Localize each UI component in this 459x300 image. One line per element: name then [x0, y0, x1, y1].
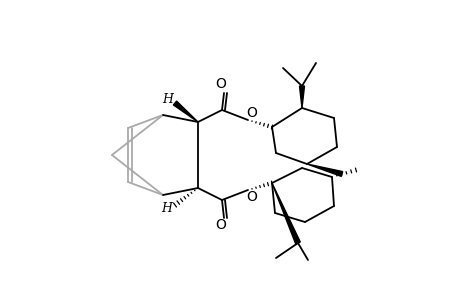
- Text: O: O: [215, 218, 226, 232]
- Polygon shape: [306, 164, 342, 176]
- Polygon shape: [271, 183, 300, 244]
- Polygon shape: [173, 101, 197, 122]
- Polygon shape: [299, 86, 304, 108]
- Text: O: O: [215, 77, 226, 91]
- Text: H: H: [162, 92, 173, 106]
- Text: O: O: [246, 106, 257, 120]
- Text: H: H: [161, 202, 172, 215]
- Text: O: O: [246, 190, 257, 204]
